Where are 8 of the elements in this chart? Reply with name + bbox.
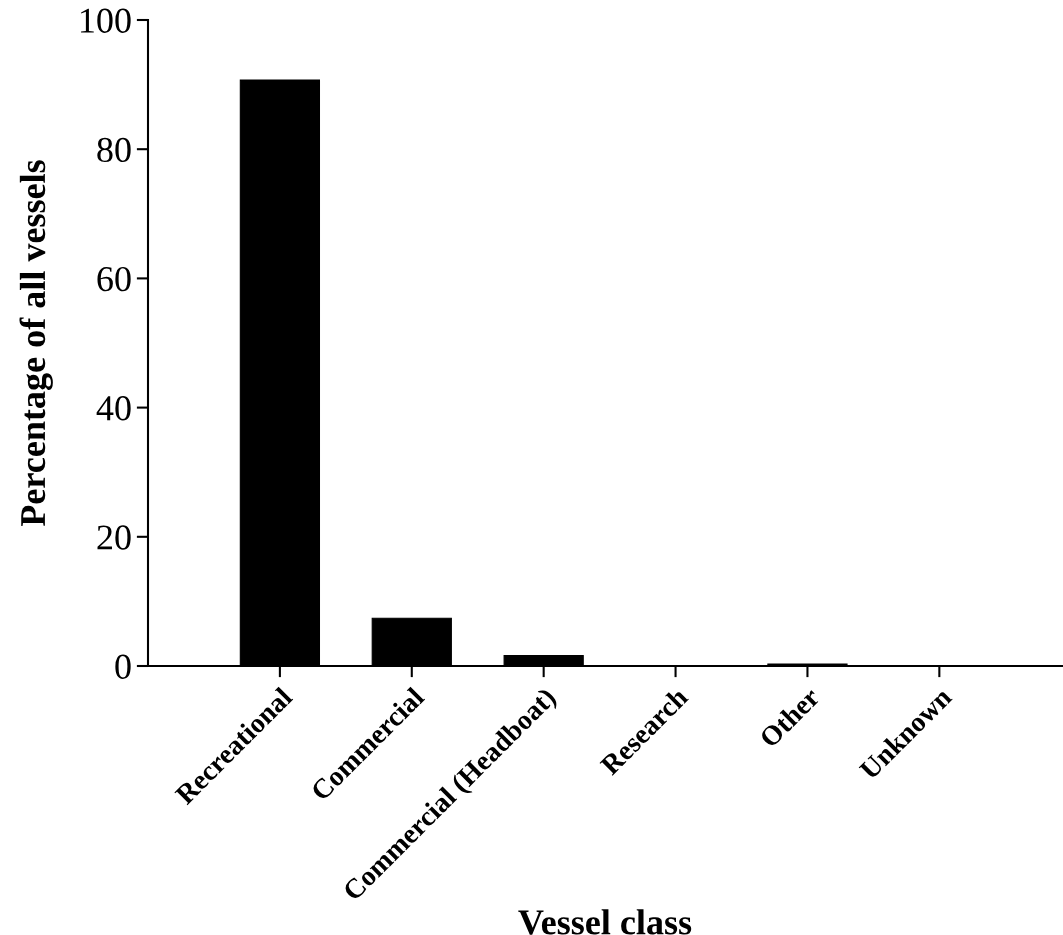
y-tick-label: 0 (115, 654, 131, 679)
y-tick-label: 80 (97, 137, 131, 163)
y-tick-label: 100 (81, 8, 131, 33)
y-axis-title: Percentage of all vessels (19, 160, 53, 527)
y-tick-label: 20 (97, 525, 131, 550)
x-axis-title: Vessel class (518, 909, 692, 935)
y-tick-label: 40 (96, 396, 131, 421)
y-tick-label: 60 (97, 266, 131, 292)
